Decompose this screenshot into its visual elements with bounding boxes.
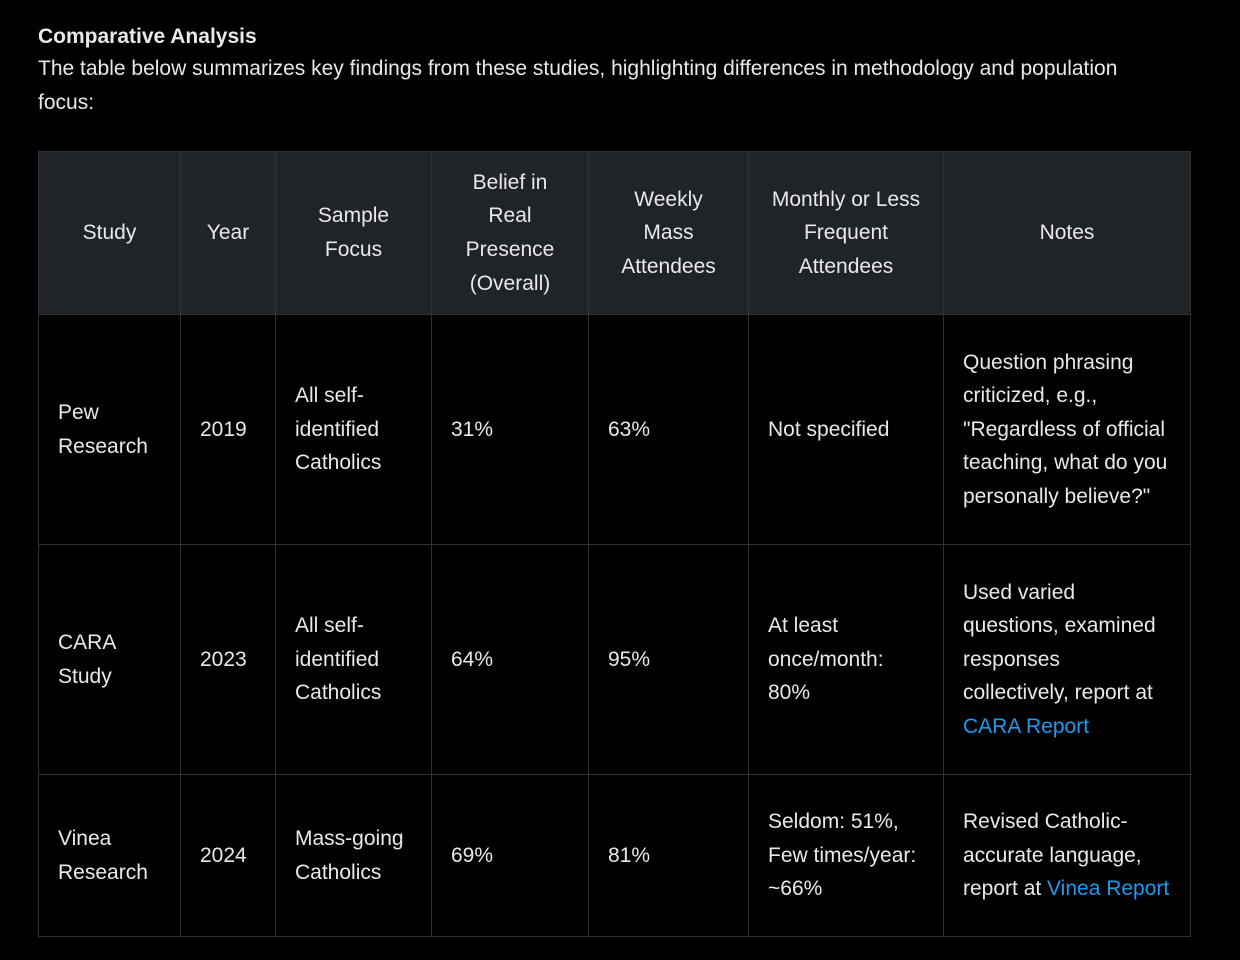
findings-table: Study Year Sample Focus Belief in Real P… bbox=[38, 151, 1191, 937]
cell-monthly-or-less: Not specified bbox=[748, 314, 944, 545]
cell-weekly: 95% bbox=[588, 544, 749, 775]
table-row: CARA Study 2023 All self-identified Cath… bbox=[38, 544, 1191, 775]
cell-monthly-or-less: Seldom: 51%, Few times/year: ~66% bbox=[748, 774, 944, 937]
cell-year: 2024 bbox=[180, 774, 276, 937]
cell-sample-focus: All self-identified Catholics bbox=[275, 314, 432, 545]
section-intro: The table below summarizes key findings … bbox=[38, 57, 1118, 114]
table-row: Pew Research 2019 All self-identified Ca… bbox=[38, 314, 1191, 545]
cell-notes: Question phrasing criticized, e.g., "Reg… bbox=[943, 314, 1191, 545]
table-header: Study Year Sample Focus Belief in Real P… bbox=[38, 151, 1191, 315]
cell-study: Vinea Research bbox=[38, 774, 181, 937]
vinea-report-link[interactable]: Vinea Report bbox=[1047, 877, 1170, 901]
header-weekly-attendees: Weekly Mass Attendees bbox=[588, 151, 749, 315]
cara-report-link[interactable]: CARA Report bbox=[963, 714, 1090, 738]
header-year: Year bbox=[180, 151, 276, 315]
cell-monthly-or-less: At least once/month: 80% bbox=[748, 544, 944, 775]
cell-weekly: 81% bbox=[588, 774, 749, 937]
cell-belief-overall: 64% bbox=[431, 544, 589, 775]
header-belief-overall: Belief in Real Presence (Overall) bbox=[431, 151, 589, 315]
cell-notes: Used varied questions, examined response… bbox=[943, 544, 1191, 775]
cell-sample-focus: All self-identified Catholics bbox=[275, 544, 432, 775]
table-body: Pew Research 2019 All self-identified Ca… bbox=[38, 314, 1191, 937]
cell-belief-overall: 31% bbox=[431, 314, 589, 545]
header-study: Study bbox=[38, 151, 181, 315]
notes-text: Used varied questions, examined response… bbox=[963, 580, 1156, 705]
cell-weekly: 63% bbox=[588, 314, 749, 545]
cell-study: CARA Study bbox=[38, 544, 181, 775]
cell-study: Pew Research bbox=[38, 314, 181, 545]
comparative-analysis-section: Comparative Analysis The table below sum… bbox=[38, 22, 1191, 937]
cell-sample-focus: Mass-going Catholics bbox=[275, 774, 432, 937]
header-sample-focus: Sample Focus bbox=[275, 151, 432, 315]
notes-text: Revised Catholic-accurate language, repo… bbox=[963, 810, 1142, 901]
table-row: Vinea Research 2024 Mass-going Catholics… bbox=[38, 774, 1191, 937]
section-title: Comparative Analysis bbox=[38, 25, 257, 48]
header-row: Study Year Sample Focus Belief in Real P… bbox=[38, 151, 1191, 315]
cell-notes: Revised Catholic-accurate language, repo… bbox=[943, 774, 1191, 937]
header-notes: Notes bbox=[943, 151, 1191, 315]
cell-year: 2023 bbox=[180, 544, 276, 775]
cell-belief-overall: 69% bbox=[431, 774, 589, 937]
header-monthly-attendees: Monthly or Less Frequent Attendees bbox=[748, 151, 944, 315]
cell-year: 2019 bbox=[180, 314, 276, 545]
